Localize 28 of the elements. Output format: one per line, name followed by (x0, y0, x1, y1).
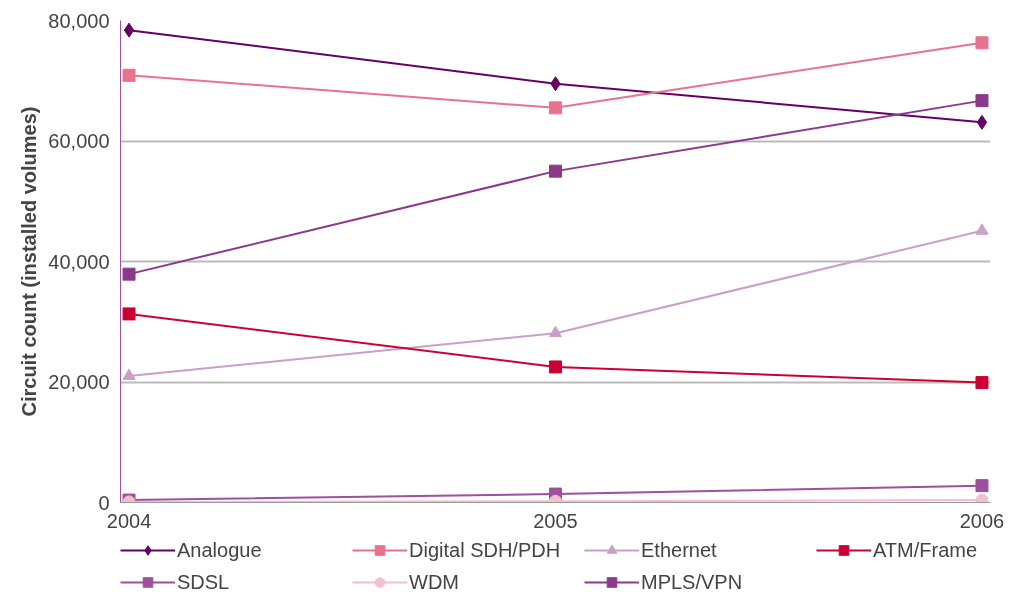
x-tick-label: 2005 (533, 509, 578, 532)
legend-label: Digital SDH/PDH (409, 538, 562, 562)
point (123, 22, 135, 38)
point (976, 114, 988, 130)
legend-label: SDSL (177, 570, 231, 594)
point (975, 223, 989, 235)
legend-label: MPLS/VPN (641, 570, 744, 594)
y-tick-label: 20,000 (48, 371, 110, 393)
y-tick-label: 60,000 (48, 130, 110, 152)
x-tick-label: 2006 (959, 509, 1005, 532)
point (975, 376, 989, 390)
legend-label: Analogue (177, 538, 263, 562)
legend-label: Ethernet (641, 538, 718, 562)
point (122, 68, 136, 82)
point (549, 164, 562, 178)
y-tick-label: 80,000 (48, 9, 110, 32)
point (975, 94, 989, 108)
point (549, 101, 562, 115)
point (122, 267, 136, 281)
y-tick-label: 40,000 (48, 250, 110, 273)
point (975, 36, 989, 50)
point (549, 325, 562, 338)
point (122, 307, 136, 321)
legend-label: WDM (409, 570, 460, 594)
legend-label: ATM/Frame (873, 538, 979, 562)
point (549, 360, 562, 374)
y-axis-title: Circuit count (installed volumes) (18, 106, 41, 417)
point (122, 368, 136, 380)
